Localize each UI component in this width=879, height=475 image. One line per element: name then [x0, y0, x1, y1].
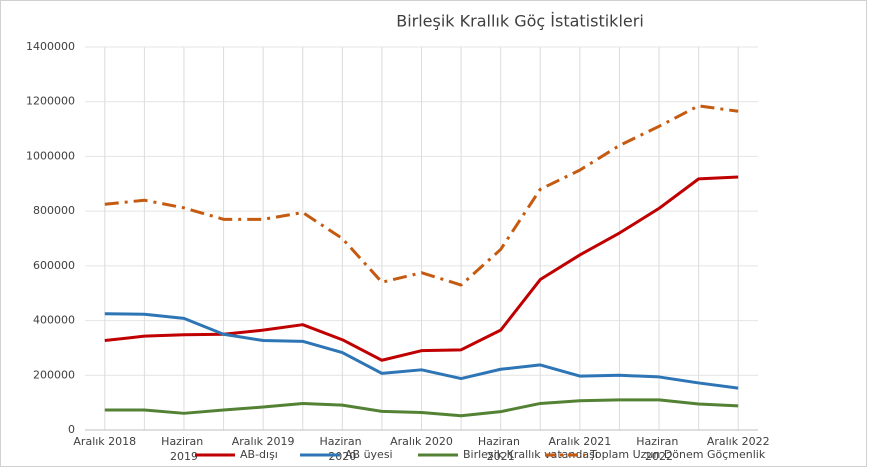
- x-tick-label: Aralık 2021: [548, 435, 611, 448]
- y-tick-label: 1200000: [26, 95, 75, 108]
- y-tick-label: 400000: [33, 314, 75, 327]
- y-tick-label: 800000: [33, 204, 75, 217]
- y-tick-label: 1400000: [26, 40, 75, 53]
- x-tick-label: Aralık 2019: [232, 435, 295, 448]
- y-tick-label: 0: [68, 423, 75, 436]
- legend-label: Birleşik Krallık vatandaşı: [463, 448, 598, 461]
- x-tick-label: Aralık 2020: [390, 435, 453, 448]
- x-tick-label: Aralık 2022: [707, 435, 770, 448]
- series-line: [104, 104, 739, 287]
- chart-frame: [0, 0, 867, 467]
- x-tick-label: Haziran 2019: [161, 435, 207, 463]
- series-line: [104, 175, 739, 362]
- y-tick-label: 1000000: [26, 149, 75, 162]
- series-line: [104, 312, 739, 390]
- series-line: [104, 398, 739, 418]
- x-tick-label: Haziran 2021: [478, 435, 524, 463]
- legend-label: AB-dışı: [240, 448, 278, 461]
- legend-label: AB üyesi: [345, 448, 393, 461]
- x-tick-label: Haziran 2020: [320, 435, 366, 463]
- legend-label: Toplam Uzun Dönem Göçmenlik: [589, 448, 766, 461]
- chart-title: Birleşik Krallık Göç İstatistikleri: [396, 12, 644, 31]
- y-tick-label: 200000: [33, 368, 75, 381]
- x-tick-label: Haziran 2022: [636, 435, 682, 463]
- x-tick-label: Aralık 2018: [73, 435, 136, 448]
- y-tick-label: 600000: [33, 259, 75, 272]
